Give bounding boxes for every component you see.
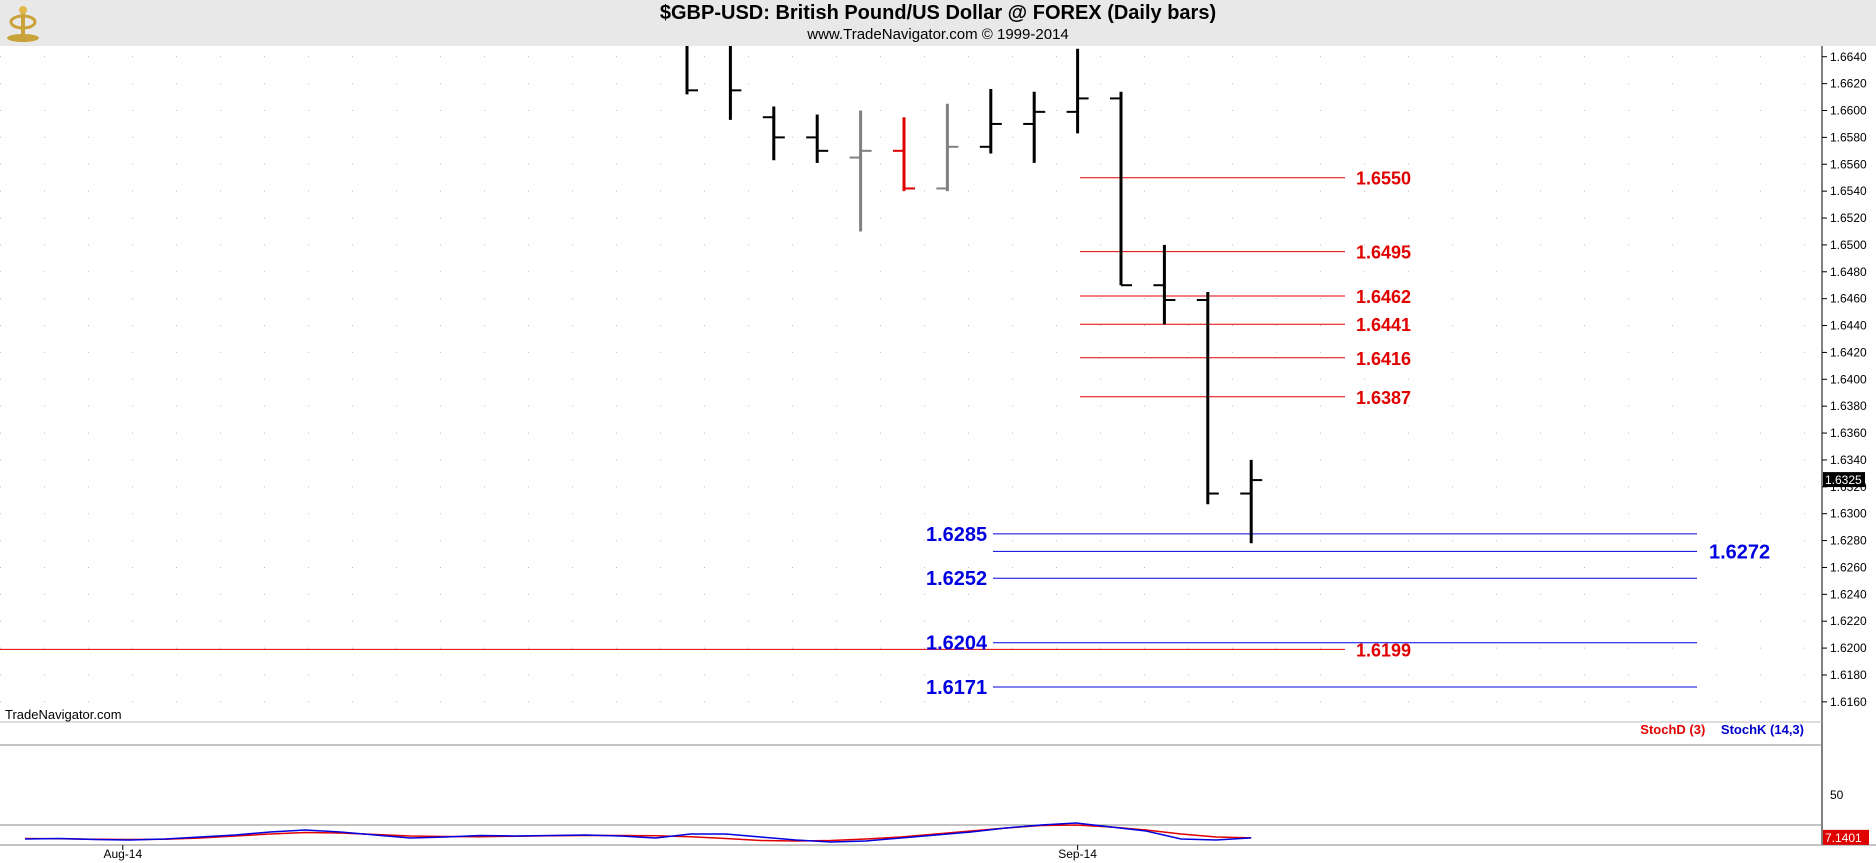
support-label: 1.6171 [926, 677, 987, 699]
support-label: 1.6204 [926, 633, 988, 655]
date-axis: Aug-14 Sep-14 [103, 845, 1097, 861]
stoch-last-marker [1823, 829, 1869, 845]
price-tick-label: 1.6380 [1830, 399, 1867, 413]
resistance-label: 1.6462 [1356, 287, 1411, 307]
price-tick-label: 1.6360 [1830, 426, 1867, 440]
ohlc-bar[interactable] [762, 106, 785, 161]
ohlc-bar[interactable] [719, 0, 742, 120]
price-tick-label: 1.6160 [1830, 695, 1867, 709]
stoch-series-line[interactable] [24, 824, 1252, 842]
chart-title: $GBP-USD: British Pound/US Dollar @ FORE… [659, 2, 1217, 24]
price-tick-label: 1.6260 [1830, 560, 1867, 574]
watermark: TradeNavigator.com [5, 707, 122, 722]
price-tick-label: 1.6200 [1830, 641, 1867, 655]
ohlc-bar[interactable] [893, 117, 915, 192]
price-tick-label: 1.6560 [1830, 157, 1867, 171]
resistance-label: 1.6416 [1356, 349, 1411, 369]
price-tick-label: 1.6520 [1830, 211, 1867, 225]
chart-header: $GBP-USD: British Pound/US Dollar @ FORE… [0, 0, 1876, 46]
stochastic-legend: StochD (3) StochK (14,3) [1640, 722, 1804, 737]
stoch-last-label: 7.1401 [1825, 831, 1862, 845]
resistance-label: 1.6441 [1356, 315, 1411, 335]
legend-stoch-k: StochK (14,3) [1720, 722, 1804, 737]
ohlc-bar[interactable] [1196, 291, 1219, 505]
ohlc-bar[interactable] [676, 0, 698, 95]
price-tick-label: 1.6480 [1830, 265, 1867, 279]
ohlc-bar[interactable] [1240, 459, 1263, 544]
price-tick-label: 1.6540 [1830, 184, 1867, 198]
price-tick-label: 1.6420 [1830, 345, 1867, 359]
price-tick-label: 1.6400 [1830, 372, 1867, 386]
ohlc-bar[interactable] [979, 89, 1002, 154]
date-tick-label: Sep-14 [1058, 847, 1097, 861]
ohlc-bar[interactable] [1110, 91, 1132, 287]
price-tick-label: 1.6600 [1830, 104, 1867, 118]
ohlc-bar[interactable] [849, 110, 872, 232]
resistance-label: 1.6199 [1356, 640, 1411, 660]
ohlc-bar[interactable] [1153, 244, 1176, 325]
price-gridlines [0, 46, 1876, 846]
price-tick-label: 1.6300 [1830, 507, 1867, 521]
support-label: 1.6285 [926, 524, 987, 546]
date-tick-label: Aug-14 [103, 847, 142, 861]
price-tick-label: 1.6640 [1830, 50, 1867, 64]
resistance-label: 1.6550 [1356, 169, 1411, 189]
price-tick-label: 1.6620 [1830, 77, 1867, 91]
last-price-marker [1823, 472, 1865, 488]
ohlc-bar[interactable] [1066, 48, 1089, 134]
legend-stoch-d: StochD (3) [1640, 722, 1706, 737]
tradenavigator-logo-icon [2, 2, 44, 44]
resistance-label: 1.6387 [1356, 388, 1411, 408]
price-tick-label: 1.6340 [1830, 453, 1867, 467]
stochastic-panel[interactable]: 50 7.1401 [0, 788, 1869, 845]
support-label: 1.6252 [926, 568, 987, 590]
price-tick-label: 1.6280 [1830, 534, 1867, 548]
ohlc-bar[interactable] [1023, 91, 1046, 163]
stoch-series-line[interactable] [24, 822, 1252, 843]
price-tick-label: 1.6440 [1830, 319, 1867, 333]
chart-subtitle: www.TradeNavigator.com © 1999-2014 [807, 26, 1069, 43]
support-label: 1.6272 [1709, 541, 1770, 563]
ohlc-bar[interactable] [936, 103, 959, 192]
price-levels: 1.6550 1.6495 1.6462 1.6441 1.6416 1.6387 1.61… [0, 169, 1770, 699]
resistance-label: 1.6495 [1356, 243, 1411, 263]
price-tick-label: 1.6180 [1830, 668, 1867, 682]
price-axis: 1.6640 1.6620 1.6600 1.6580 1.6560 1.6540 1.65… [1822, 50, 1867, 709]
ohlc-bars[interactable] [676, 0, 1263, 544]
price-tick-label: 1.6500 [1830, 238, 1867, 252]
ohlc-bar[interactable] [806, 114, 829, 163]
last-price-label: 1.6325 [1825, 473, 1862, 487]
stoch-tick-label: 50 [1830, 788, 1844, 802]
price-tick-label: 1.6460 [1830, 292, 1867, 306]
price-tick-label: 1.6220 [1830, 614, 1867, 628]
price-tick-label: 1.6240 [1830, 587, 1867, 601]
price-tick-label: 1.6580 [1830, 130, 1867, 144]
